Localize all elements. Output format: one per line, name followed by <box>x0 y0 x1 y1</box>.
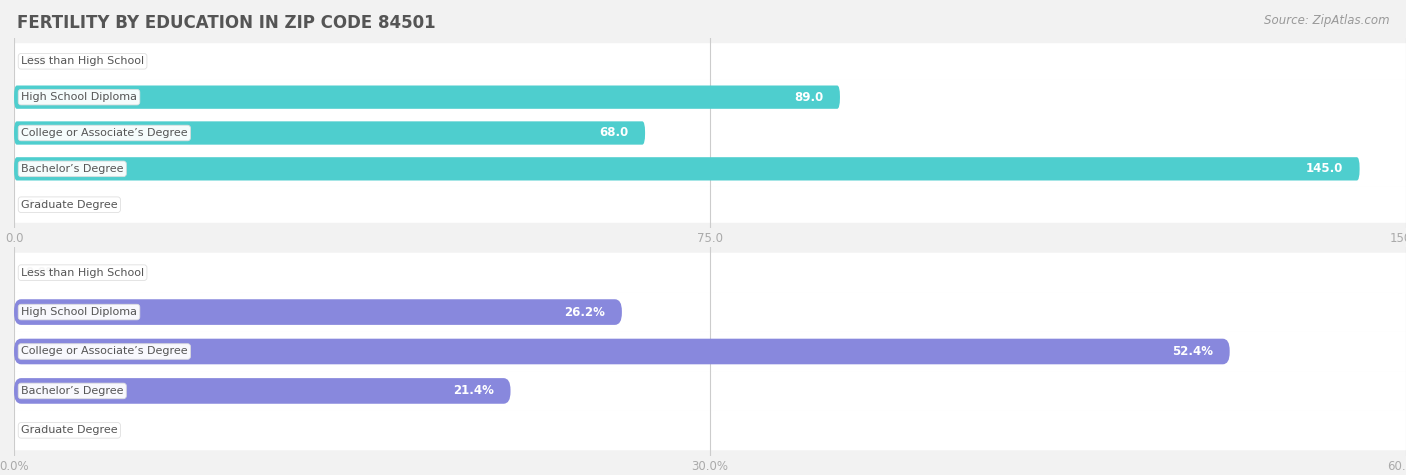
Text: Bachelor’s Degree: Bachelor’s Degree <box>21 386 124 396</box>
Text: 26.2%: 26.2% <box>564 305 605 319</box>
Text: 0.0: 0.0 <box>25 198 46 211</box>
FancyBboxPatch shape <box>14 371 1406 411</box>
FancyBboxPatch shape <box>14 339 1230 364</box>
FancyBboxPatch shape <box>14 299 621 325</box>
Text: 0.0%: 0.0% <box>25 424 58 437</box>
Text: Less than High School: Less than High School <box>21 57 145 66</box>
Text: 0.0: 0.0 <box>25 55 46 68</box>
Text: Source: ZipAtlas.com: Source: ZipAtlas.com <box>1264 14 1389 27</box>
FancyBboxPatch shape <box>14 121 645 145</box>
FancyBboxPatch shape <box>14 378 510 404</box>
Text: 52.4%: 52.4% <box>1173 345 1213 358</box>
Text: 0.0%: 0.0% <box>25 266 58 279</box>
Text: Bachelor’s Degree: Bachelor’s Degree <box>21 164 124 174</box>
FancyBboxPatch shape <box>14 187 1406 223</box>
Text: 21.4%: 21.4% <box>453 384 494 398</box>
Text: FERTILITY BY EDUCATION IN ZIP CODE 84501: FERTILITY BY EDUCATION IN ZIP CODE 84501 <box>17 14 436 32</box>
Text: College or Associate’s Degree: College or Associate’s Degree <box>21 346 187 357</box>
FancyBboxPatch shape <box>14 43 1406 79</box>
FancyBboxPatch shape <box>14 86 839 109</box>
Text: 145.0: 145.0 <box>1306 162 1343 175</box>
FancyBboxPatch shape <box>14 292 1406 332</box>
FancyBboxPatch shape <box>14 332 1406 371</box>
Text: 68.0: 68.0 <box>599 126 628 140</box>
Text: High School Diploma: High School Diploma <box>21 307 136 317</box>
Text: College or Associate’s Degree: College or Associate’s Degree <box>21 128 187 138</box>
FancyBboxPatch shape <box>14 151 1406 187</box>
Text: Graduate Degree: Graduate Degree <box>21 426 118 436</box>
Text: High School Diploma: High School Diploma <box>21 92 136 102</box>
FancyBboxPatch shape <box>14 157 1360 180</box>
FancyBboxPatch shape <box>14 253 1406 293</box>
FancyBboxPatch shape <box>14 115 1406 151</box>
Text: 89.0: 89.0 <box>794 91 824 104</box>
Text: Graduate Degree: Graduate Degree <box>21 200 118 209</box>
FancyBboxPatch shape <box>14 79 1406 115</box>
Text: Less than High School: Less than High School <box>21 267 145 277</box>
FancyBboxPatch shape <box>14 410 1406 450</box>
